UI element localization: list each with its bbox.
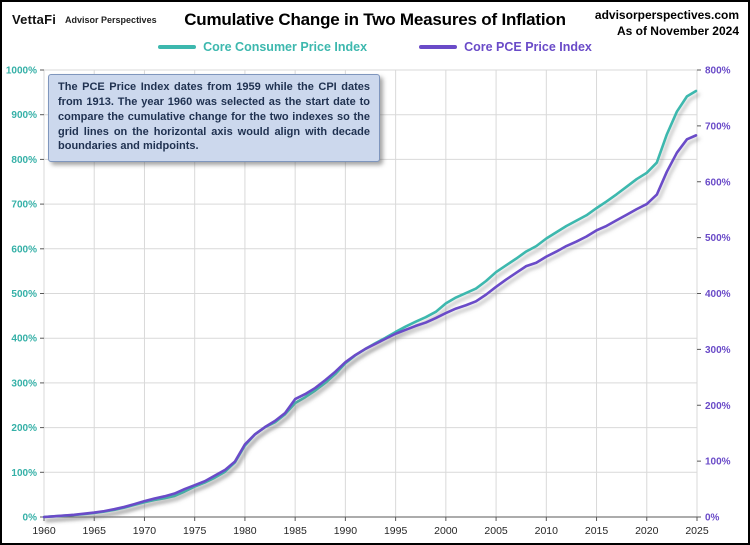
vettafi-logo: VettaFi — [12, 12, 57, 27]
axis-lines — [40, 69, 701, 521]
legend-label-core-cpi: Core Consumer Price Index — [203, 40, 368, 54]
as-of-date: As of November 2024 — [616, 23, 739, 38]
svg-text:100%: 100% — [11, 468, 37, 479]
left-axis-labels: 0% 100% 200% 300% 400% 500% 600% 700% 800% 900% 10… — [6, 66, 37, 524]
chart-title: Cumulative Change in Two Measures of Inf… — [184, 10, 566, 29]
svg-text:1965: 1965 — [83, 525, 107, 537]
legend-label-core-pce: Core PCE Price Index — [464, 40, 592, 54]
x-axis-labels: 1960 1965 1970 1975 1980 1985 1990 1995 2000 2005… — [32, 525, 709, 537]
svg-text:200%: 200% — [705, 401, 731, 412]
svg-text:2005: 2005 — [484, 525, 508, 537]
chart-legend: Core Consumer Price Index Core PCE Price… — [2, 40, 748, 54]
svg-text:0%: 0% — [23, 513, 38, 524]
svg-text:700%: 700% — [705, 121, 731, 132]
svg-text:300%: 300% — [705, 345, 731, 356]
core-pce-line — [42, 134, 698, 519]
svg-text:1985: 1985 — [283, 525, 307, 537]
svg-text:1990: 1990 — [334, 525, 358, 537]
svg-text:1995: 1995 — [384, 525, 408, 537]
core-pce-line-swatch — [419, 45, 458, 49]
svg-text:2025: 2025 — [685, 525, 709, 537]
svg-text:2010: 2010 — [535, 525, 559, 537]
source-site: advisorperspectives.com — [594, 8, 739, 22]
svg-text:1960: 1960 — [32, 525, 56, 537]
svg-text:0%: 0% — [705, 513, 720, 524]
svg-text:100%: 100% — [705, 457, 731, 468]
svg-text:900%: 900% — [11, 110, 37, 121]
svg-text:200%: 200% — [11, 423, 37, 434]
legend-item-core-pce: Core PCE Price Index — [419, 40, 592, 54]
svg-text:1975: 1975 — [183, 525, 207, 537]
svg-text:800%: 800% — [11, 155, 37, 166]
core-cpi-line-swatch — [158, 45, 197, 49]
svg-text:2000: 2000 — [434, 525, 458, 537]
svg-text:700%: 700% — [11, 200, 37, 211]
svg-text:500%: 500% — [11, 289, 37, 300]
svg-text:500%: 500% — [705, 233, 731, 244]
svg-text:1980: 1980 — [233, 525, 257, 537]
legend-item-core-cpi: Core Consumer Price Index — [158, 40, 367, 54]
svg-text:600%: 600% — [705, 177, 731, 188]
svg-text:300%: 300% — [11, 378, 37, 389]
source-block: advisorperspectives.com As of November 2… — [595, 8, 739, 39]
brand-block: VettaFi Advisor Perspectives — [12, 11, 157, 29]
annotation-box: The PCE Price Index dates from 1959 whil… — [48, 74, 380, 163]
svg-text:1000%: 1000% — [6, 66, 37, 77]
svg-text:2015: 2015 — [585, 525, 609, 537]
svg-text:600%: 600% — [11, 244, 37, 255]
svg-text:2020: 2020 — [635, 525, 659, 537]
advisor-perspectives-label: Advisor Perspectives — [65, 15, 157, 25]
svg-text:1970: 1970 — [133, 525, 157, 537]
svg-text:800%: 800% — [705, 66, 731, 77]
svg-text:400%: 400% — [11, 334, 37, 345]
svg-text:400%: 400% — [705, 289, 731, 300]
right-axis-labels: 0% 100% 200% 300% 400% 500% 600% 700% 800% — [705, 66, 731, 524]
